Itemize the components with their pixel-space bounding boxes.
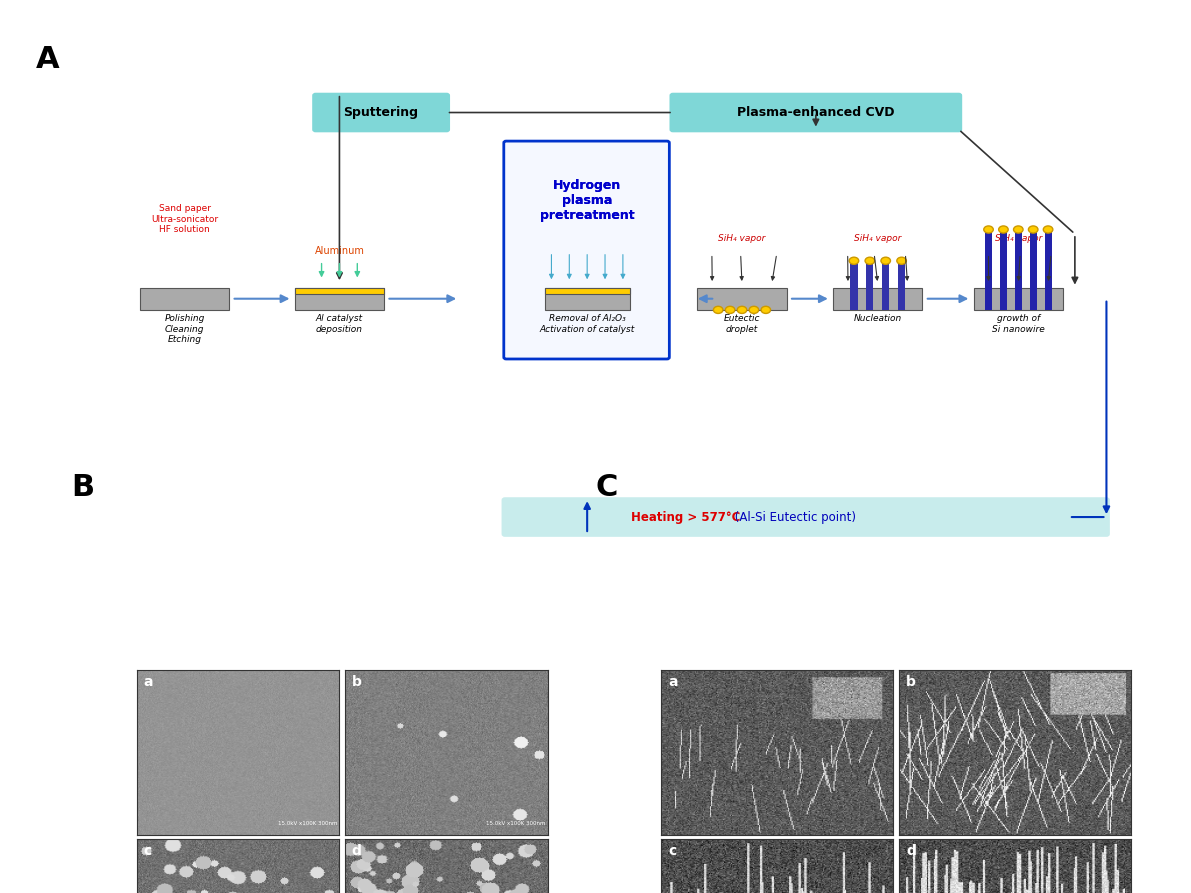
Text: Al catalyst
deposition: Al catalyst deposition xyxy=(316,314,363,334)
Text: SiH₄ vapor: SiH₄ vapor xyxy=(854,234,902,243)
Text: 15.0kV x100K 300nm: 15.0kV x100K 300nm xyxy=(486,821,545,826)
Text: d: d xyxy=(351,845,361,858)
Text: Heating > 577°C: Heating > 577°C xyxy=(631,511,741,523)
Text: SiH₄ vapor: SiH₄ vapor xyxy=(718,234,766,243)
Text: Aluminum: Aluminum xyxy=(314,246,364,256)
Text: Removal of Al₂O₃
Activation of catalyst: Removal of Al₂O₃ Activation of catalyst xyxy=(540,314,635,334)
Text: A: A xyxy=(36,45,60,73)
Text: growth of
Si nanowire: growth of Si nanowire xyxy=(992,314,1045,334)
Text: Nucleation: Nucleation xyxy=(854,314,902,323)
Text: Polishing
Cleaning
Etching: Polishing Cleaning Etching xyxy=(164,314,205,344)
Text: Hydrogen
plasma
pretreatment: Hydrogen plasma pretreatment xyxy=(540,179,635,222)
Text: a: a xyxy=(143,675,152,689)
Text: b: b xyxy=(906,675,916,689)
Text: c: c xyxy=(668,845,676,858)
Text: (Al-Si Eutectic point): (Al-Si Eutectic point) xyxy=(731,511,856,523)
Text: 15.0kV x100K 300nm: 15.0kV x100K 300nm xyxy=(278,821,337,826)
Text: Sand paper
Ultra-sonicator
HF solution: Sand paper Ultra-sonicator HF solution xyxy=(151,204,218,234)
Text: a: a xyxy=(668,675,678,689)
Text: Eutectic
droplet: Eutectic droplet xyxy=(724,314,760,334)
Text: b: b xyxy=(351,675,361,689)
Text: Plasma-enhanced CVD: Plasma-enhanced CVD xyxy=(737,106,894,119)
Text: SiH₄ vapor: SiH₄ vapor xyxy=(994,234,1042,243)
Text: Hydrogen
plasma
pretreatment: Hydrogen plasma pretreatment xyxy=(540,179,635,222)
Text: Sputtering: Sputtering xyxy=(344,106,418,119)
Text: C: C xyxy=(596,473,618,502)
Text: c: c xyxy=(143,845,151,858)
Text: d: d xyxy=(906,845,916,858)
Text: B: B xyxy=(71,473,94,502)
